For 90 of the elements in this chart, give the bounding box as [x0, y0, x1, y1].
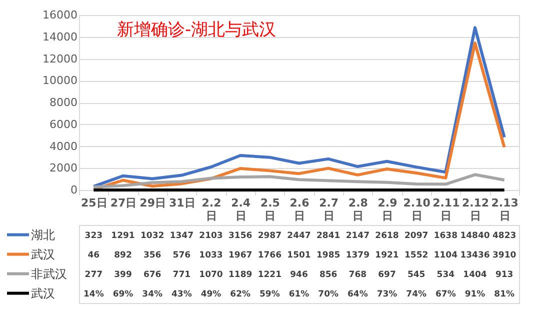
data-label: 61%	[288, 289, 310, 300]
data-label: 2987	[258, 230, 282, 241]
x-tick-label: 2.10日	[403, 196, 431, 222]
x-tick-label: 2.4日	[231, 196, 251, 222]
x-tick-label: 2.7日	[319, 196, 339, 222]
data-label: 323	[84, 230, 103, 241]
x-tick-label: 2.12日	[462, 196, 490, 222]
x-tick-label: 27日	[110, 196, 137, 210]
y-tick-label: 0	[70, 184, 78, 196]
data-label: 771	[172, 270, 191, 280]
data-label: 73%	[376, 289, 398, 300]
data-label: 70%	[318, 289, 339, 300]
data-label: 2097	[404, 230, 428, 241]
data-label: 913	[495, 270, 514, 280]
legend-label: 非武汉	[31, 266, 67, 281]
data-label: 1921	[375, 250, 399, 260]
data-label: 1189	[228, 270, 252, 280]
x-tick-label: 2.5日	[260, 196, 280, 222]
data-label: 34%	[142, 289, 163, 300]
data-label: 2103	[199, 230, 223, 241]
data-label: 14840	[460, 230, 490, 241]
data-label: 62%	[230, 289, 251, 300]
data-label: 277	[84, 270, 103, 280]
data-label: 1501	[287, 250, 311, 260]
data-label: 74%	[406, 289, 427, 300]
data-label: 2618	[375, 230, 399, 241]
data-label: 892	[114, 250, 132, 260]
data-label: 3156	[228, 230, 252, 241]
data-label: 1070	[199, 270, 223, 280]
data-label: 856	[319, 270, 338, 280]
data-label: 1766	[258, 250, 282, 260]
x-tick-label: 25日	[81, 196, 108, 210]
data-label: 49%	[200, 289, 222, 300]
data-label: 2147	[346, 230, 370, 241]
data-label: 1967	[228, 250, 252, 260]
data-label: 545	[407, 270, 426, 280]
x-tick-label: 2.13日	[491, 196, 518, 222]
data-label: 1985	[316, 250, 340, 260]
x-tick-label: 31日	[169, 196, 196, 210]
data-label: 13436	[460, 250, 490, 260]
y-tick-label: 6000	[50, 118, 78, 131]
data-label: 356	[143, 250, 162, 260]
data-label: 1032	[140, 230, 164, 241]
data-label: 1552	[404, 250, 428, 260]
data-label: 14%	[83, 289, 104, 300]
data-label: 46	[88, 250, 100, 260]
data-label: 1221	[258, 270, 282, 280]
y-tick-label: 4000	[50, 140, 78, 153]
data-label: 534	[436, 270, 455, 280]
data-label: 67%	[435, 289, 456, 300]
y-tick-label: 8000	[50, 96, 78, 109]
data-label: 4823	[492, 230, 516, 241]
y-tick-label: 12000	[42, 52, 78, 66]
data-label: 399	[114, 270, 132, 280]
data-label: 59%	[259, 289, 280, 300]
x-tick-label: 2.2日	[202, 196, 222, 222]
data-label: 43%	[171, 289, 192, 300]
line-series	[92, 173, 506, 188]
data-label: 1638	[434, 230, 458, 241]
data-label: 1347	[170, 230, 194, 241]
data-label: 697	[378, 270, 396, 280]
legend-label: 武汉	[31, 286, 55, 300]
y-tick-label: 16000	[42, 8, 78, 22]
data-label: 2841	[316, 230, 340, 241]
legend-label: 湖北	[31, 228, 55, 242]
x-tick-label: 29日	[140, 196, 166, 210]
chart-title: 新增确诊-湖北与武汉	[117, 20, 276, 40]
x-tick-label: 2.9日	[378, 196, 398, 222]
x-tick-label: 2.11日	[432, 196, 460, 222]
x-tick-label: 2.8日	[348, 196, 368, 222]
data-label: 1033	[199, 250, 223, 260]
x-tick-label: 2.6日	[290, 196, 310, 222]
y-tick-label: 10000	[42, 74, 78, 88]
data-label: 69%	[112, 289, 134, 300]
data-label: 2447	[287, 230, 311, 241]
data-label: 676	[143, 270, 162, 280]
data-label: 81%	[494, 289, 515, 300]
y-tick-label: 14000	[42, 30, 78, 44]
data-label: 64%	[347, 289, 368, 300]
data-label: 1379	[346, 250, 370, 260]
data-label: 768	[348, 270, 367, 280]
data-label: 946	[290, 270, 308, 280]
data-label: 1404	[463, 270, 487, 280]
data-label: 576	[172, 250, 191, 260]
data-label: 3910	[492, 250, 516, 260]
y-tick-label: 2000	[50, 162, 78, 175]
data-label: 1104	[434, 250, 458, 260]
data-label: 1291	[111, 230, 135, 241]
data-label: 91%	[464, 289, 486, 300]
legend-label: 武汉	[31, 247, 55, 262]
